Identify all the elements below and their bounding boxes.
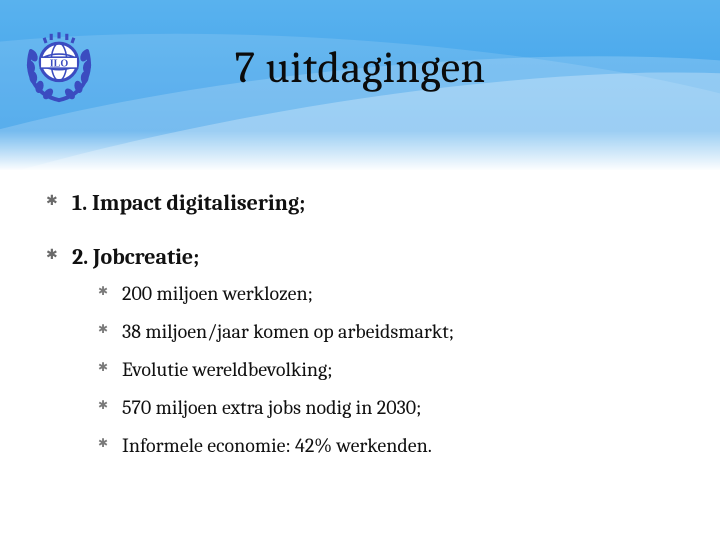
list-item-text: 1. Impact digitalisering; xyxy=(72,190,305,216)
list-item: 200 miljoen werklozen; xyxy=(98,281,680,307)
list-item-text: Informele economie: 42% werkenden. xyxy=(122,434,432,457)
list-item: Evolutie wereldbevolking; xyxy=(98,357,680,383)
list-item: 2. Jobcreatie; 200 miljoen werklozen; 38… xyxy=(46,244,680,460)
slide-body: 1. Impact digitalisering; 2. Jobcreatie;… xyxy=(46,190,680,485)
bullet-list-level1: 1. Impact digitalisering; 2. Jobcreatie;… xyxy=(46,190,680,459)
slide: ILO 7 uitdagingen 1. Impact digitaliseri… xyxy=(0,0,720,540)
bullet-list-level2: 200 miljoen werklozen; 38 miljoen/jaar k… xyxy=(72,281,680,459)
list-item-text: 570 miljoen extra jobs nodig in 2030; xyxy=(122,396,421,419)
list-item: 1. Impact digitalisering; xyxy=(46,190,680,218)
list-item: 570 miljoen extra jobs nodig in 2030; xyxy=(98,395,680,421)
list-item-text: 38 miljoen/jaar komen op arbeidsmarkt; xyxy=(122,320,454,343)
banner-fade xyxy=(0,131,720,170)
list-item: 38 miljoen/jaar komen op arbeidsmarkt; xyxy=(98,319,680,345)
list-item: Informele economie: 42% werkenden. xyxy=(98,433,680,459)
list-item-text: 200 miljoen werklozen; xyxy=(122,282,313,305)
list-item-text: Evolutie wereldbevolking; xyxy=(122,358,333,381)
list-item-text: 2. Jobcreatie; xyxy=(72,244,199,270)
slide-title: 7 uitdagingen xyxy=(0,42,720,93)
